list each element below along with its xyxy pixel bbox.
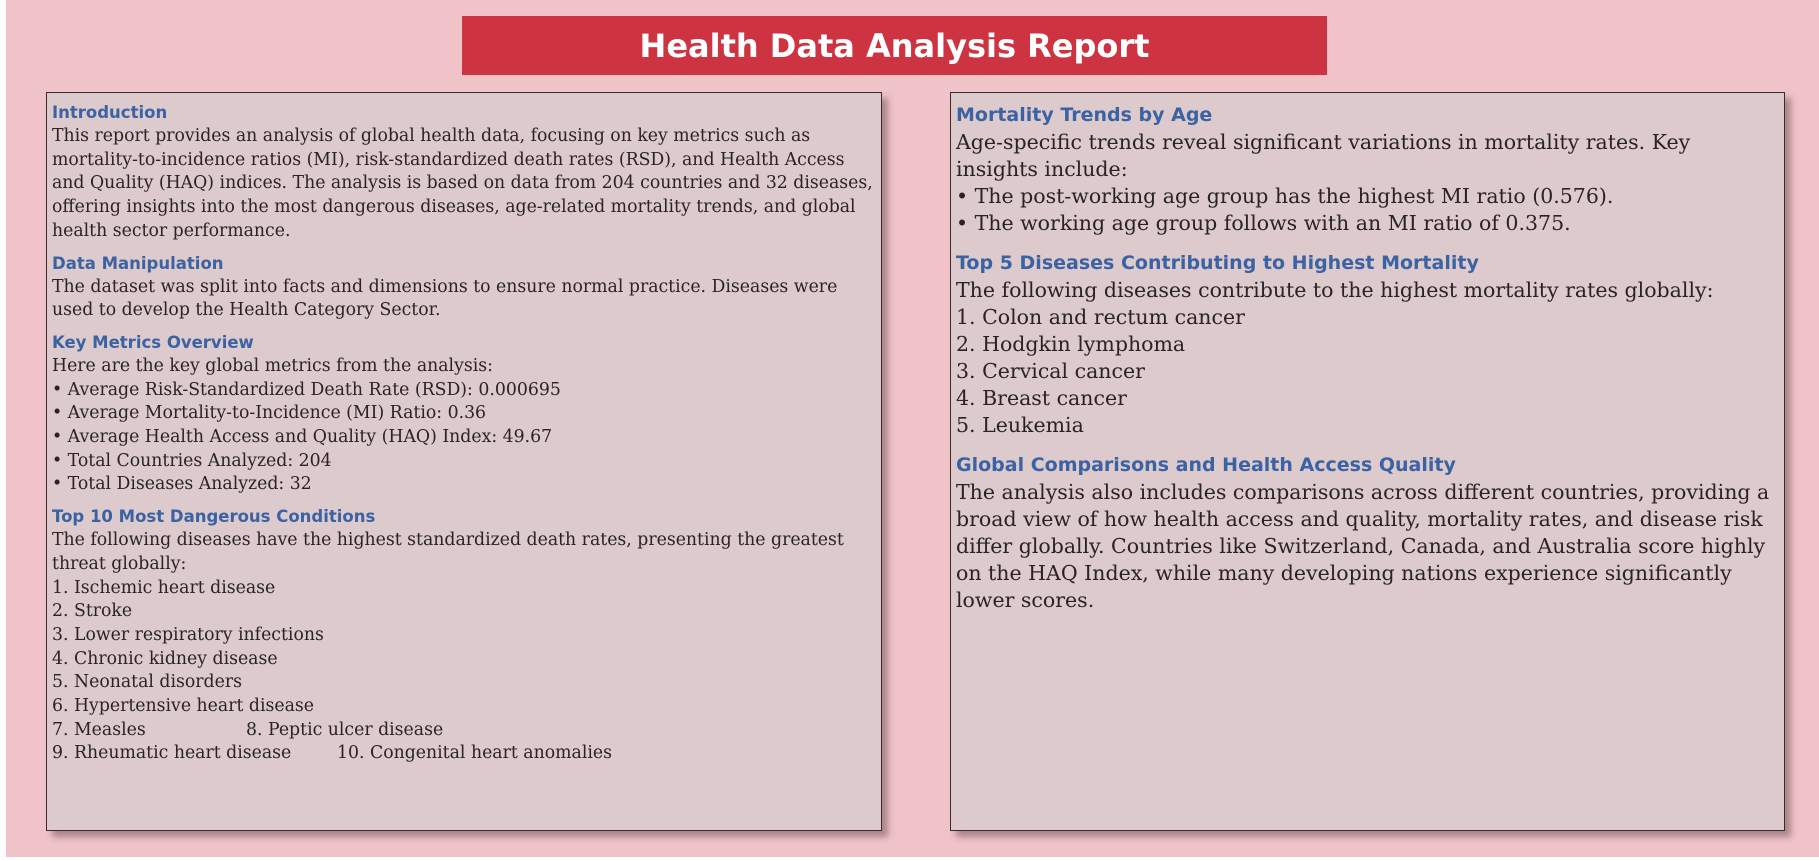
condition-item: 10. Congenital heart anomalies [337, 743, 612, 764]
disease-item: 5. Leukemia [956, 413, 1084, 437]
metric-item: • Total Countries Analyzed: 204 [52, 450, 332, 471]
right-panel: Mortality Trends by Age Age-specific tre… [950, 92, 1785, 831]
condition-item: 6. Hypertensive heart disease [52, 696, 314, 717]
disease-item: 3. Cervical cancer [956, 359, 1145, 383]
condition-item: 7. Measles [52, 719, 146, 740]
global-comparisons-heading: Global Comparisons and Health Access Qua… [956, 454, 1456, 476]
data-manipulation-heading: Data Manipulation [52, 253, 224, 273]
disease-item: 2. Hodgkin lymphoma [956, 332, 1186, 356]
global-comparisons-section: Global Comparisons and Health Access Qua… [956, 451, 1784, 614]
top10-intro: The following diseases have the highest … [52, 530, 844, 574]
introduction-text: This report provides an analysis of glob… [52, 126, 873, 241]
data-manipulation-section: Data Manipulation The dataset was split … [52, 252, 881, 323]
metric-item: • Average Health Access and Quality (HAQ… [52, 427, 553, 448]
disease-item: 1. Colon and rectum cancer [956, 305, 1245, 329]
condition-item: 1. Ischemic heart disease [52, 577, 276, 598]
disease-item: 4. Breast cancer [956, 386, 1127, 410]
condition-item: 9. Rheumatic heart disease [52, 743, 292, 764]
global-comparisons-text: The analysis also includes comparisons a… [956, 480, 1770, 612]
condition-pair: 9. Rheumatic heart disease 10. Congenital… [52, 742, 881, 766]
condition-pair: 7. Measles 8. Peptic ulcer disease [52, 719, 881, 743]
metric-item: • Average Mortality-to-Incidence (MI) Ra… [52, 403, 487, 424]
condition-item: 2. Stroke [52, 601, 133, 622]
mortality-trends-intro: Age-specific trends reveal significant v… [956, 130, 1691, 181]
key-metrics-intro: Here are the key global metrics from the… [52, 355, 493, 376]
top10-heading: Top 10 Most Dangerous Conditions [52, 507, 376, 527]
insight-item: • The working age group follows with an … [956, 211, 1571, 235]
report-title: Health Data Analysis Report [462, 16, 1327, 75]
mortality-trends-heading: Mortality Trends by Age [956, 104, 1213, 126]
key-metrics-section: Key Metrics Overview Here are the key gl… [52, 331, 881, 497]
introduction-section: Introduction This report provides an ana… [52, 101, 881, 244]
report-page: Health Data Analysis Report Introduction… [6, 0, 1819, 857]
key-metrics-heading: Key Metrics Overview [52, 332, 254, 352]
top10-section: Top 10 Most Dangerous Conditions The fol… [52, 505, 881, 766]
condition-item: 3. Lower respiratory infections [52, 624, 324, 645]
data-manipulation-text: The dataset was split into facts and dim… [52, 276, 838, 321]
top5-section: Top 5 Diseases Contributing to Highest M… [956, 249, 1784, 439]
condition-item: 8. Peptic ulcer disease [246, 719, 444, 740]
mortality-trends-section: Mortality Trends by Age Age-specific tre… [956, 101, 1784, 237]
insight-item: • The post-working age group has the hig… [956, 184, 1614, 208]
introduction-heading: Introduction [52, 103, 168, 122]
metric-item: • Total Diseases Analyzed: 32 [52, 474, 312, 495]
metric-item: • Average Risk-Standardized Death Rate (… [52, 379, 561, 400]
condition-item: 5. Neonatal disorders [52, 672, 242, 693]
left-panel: Introduction This report provides an ana… [46, 92, 882, 831]
top5-intro: The following diseases contribute to the… [956, 278, 1714, 302]
top5-heading: Top 5 Diseases Contributing to Highest M… [956, 252, 1479, 274]
condition-item: 4. Chronic kidney disease [52, 648, 278, 669]
